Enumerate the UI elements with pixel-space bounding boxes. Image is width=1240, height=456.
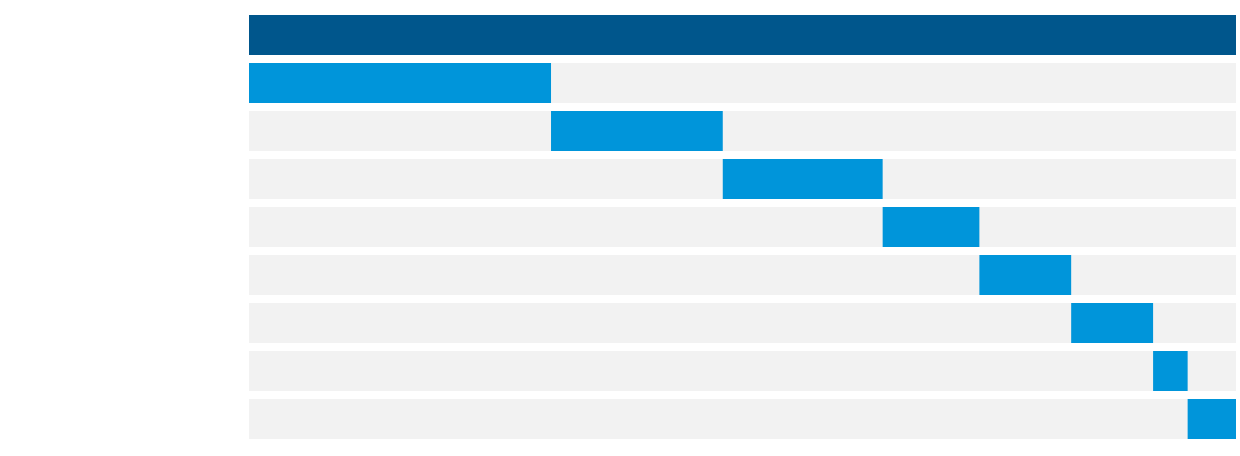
bar-track-2: [249, 111, 1236, 151]
segment-bar-8: [1187, 399, 1236, 439]
segment-bar-6: [1071, 303, 1154, 343]
bar-track-8: [249, 399, 1236, 439]
bar-track-7: [249, 351, 1236, 391]
bar-track-5: [249, 255, 1236, 295]
total-bar: [249, 15, 1236, 55]
segment-bar-1: [249, 63, 552, 103]
segment-bar-7: [1153, 351, 1188, 391]
segment-bar-4: [882, 207, 980, 247]
segment-bar-2: [551, 111, 723, 151]
bar-track-4: [249, 207, 1236, 247]
segment-bar-3: [722, 159, 883, 199]
segment-bar-5: [979, 255, 1072, 295]
